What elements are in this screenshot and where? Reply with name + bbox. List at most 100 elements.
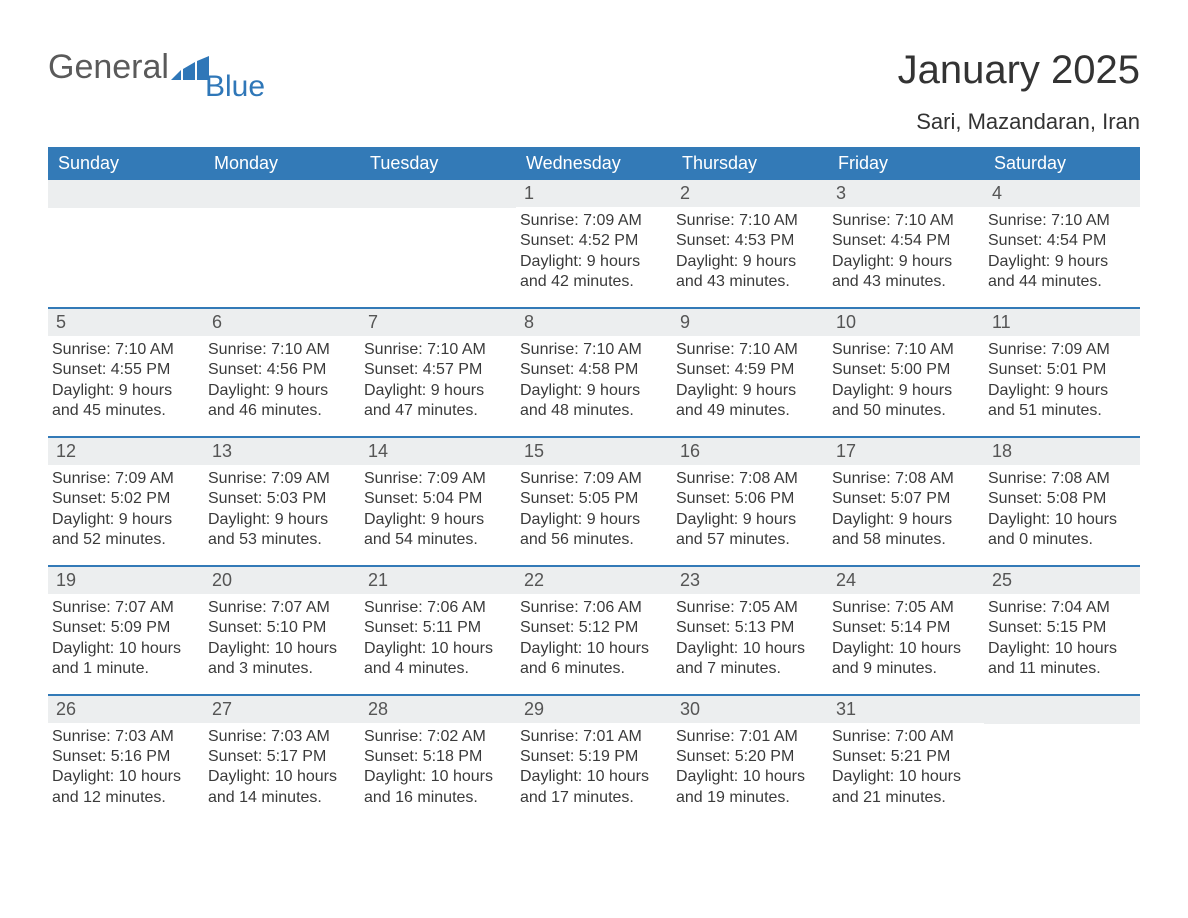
day-sunrise: Sunrise: 7:10 AM [208,340,356,360]
day-details: Sunrise: 7:10 AMSunset: 5:00 PMDaylight:… [828,336,984,422]
day-number: 23 [672,567,828,594]
logo: General Blue [48,48,269,87]
calendar-day: 20Sunrise: 7:07 AMSunset: 5:10 PMDayligh… [204,567,360,694]
day-dl2: and 57 minutes. [676,530,824,550]
day-sunset: Sunset: 4:54 PM [988,231,1136,251]
day-dl2: and 7 minutes. [676,659,824,679]
calendar-week: 5Sunrise: 7:10 AMSunset: 4:55 PMDaylight… [48,307,1140,436]
day-dl1: Daylight: 10 hours [520,639,668,659]
calendar-day: 18Sunrise: 7:08 AMSunset: 5:08 PMDayligh… [984,438,1140,565]
calendar-day: 16Sunrise: 7:08 AMSunset: 5:06 PMDayligh… [672,438,828,565]
day-number: 13 [204,438,360,465]
day-sunrise: Sunrise: 7:09 AM [988,340,1136,360]
calendar-day: 31Sunrise: 7:00 AMSunset: 5:21 PMDayligh… [828,696,984,823]
day-sunset: Sunset: 4:52 PM [520,231,668,251]
day-number: 31 [828,696,984,723]
day-sunrise: Sunrise: 7:10 AM [364,340,512,360]
day-dl2: and 11 minutes. [988,659,1136,679]
calendar-day: 17Sunrise: 7:08 AMSunset: 5:07 PMDayligh… [828,438,984,565]
day-sunrise: Sunrise: 7:03 AM [208,727,356,747]
day-sunset: Sunset: 5:05 PM [520,489,668,509]
calendar-day: 13Sunrise: 7:09 AMSunset: 5:03 PMDayligh… [204,438,360,565]
day-details: Sunrise: 7:02 AMSunset: 5:18 PMDaylight:… [360,723,516,809]
day-number: 28 [360,696,516,723]
day-dl2: and 14 minutes. [208,788,356,808]
day-number: 19 [48,567,204,594]
day-dl1: Daylight: 9 hours [832,381,980,401]
day-sunset: Sunset: 4:53 PM [676,231,824,251]
day-dl1: Daylight: 9 hours [520,252,668,272]
day-details: Sunrise: 7:09 AMSunset: 5:02 PMDaylight:… [48,465,204,551]
day-dl2: and 44 minutes. [988,272,1136,292]
day-details: Sunrise: 7:09 AMSunset: 5:03 PMDaylight:… [204,465,360,551]
calendar-day: 15Sunrise: 7:09 AMSunset: 5:05 PMDayligh… [516,438,672,565]
day-sunset: Sunset: 5:19 PM [520,747,668,767]
calendar-day: 28Sunrise: 7:02 AMSunset: 5:18 PMDayligh… [360,696,516,823]
calendar-grid: SundayMondayTuesdayWednesdayThursdayFrid… [48,147,1140,822]
calendar-day: 4Sunrise: 7:10 AMSunset: 4:54 PMDaylight… [984,180,1140,307]
day-dl2: and 1 minute. [52,659,200,679]
day-sunset: Sunset: 5:00 PM [832,360,980,380]
day-sunrise: Sunrise: 7:03 AM [52,727,200,747]
day-sunset: Sunset: 5:17 PM [208,747,356,767]
day-sunrise: Sunrise: 7:08 AM [988,469,1136,489]
day-dl2: and 9 minutes. [832,659,980,679]
day-sunrise: Sunrise: 7:04 AM [988,598,1136,618]
day-number: 15 [516,438,672,465]
day-number: 3 [828,180,984,207]
calendar-day: 11Sunrise: 7:09 AMSunset: 5:01 PMDayligh… [984,309,1140,436]
day-sunrise: Sunrise: 7:05 AM [832,598,980,618]
day-dl1: Daylight: 9 hours [676,381,824,401]
day-dl1: Daylight: 10 hours [52,639,200,659]
day-number: 22 [516,567,672,594]
day-number: 8 [516,309,672,336]
day-sunrise: Sunrise: 7:01 AM [676,727,824,747]
day-dl2: and 54 minutes. [364,530,512,550]
day-dl1: Daylight: 9 hours [52,510,200,530]
day-sunset: Sunset: 5:06 PM [676,489,824,509]
calendar-day-empty [360,180,516,307]
day-dl1: Daylight: 10 hours [988,510,1136,530]
day-dl2: and 53 minutes. [208,530,356,550]
calendar-day: 2Sunrise: 7:10 AMSunset: 4:53 PMDaylight… [672,180,828,307]
day-dl2: and 49 minutes. [676,401,824,421]
day-number: 16 [672,438,828,465]
day-dl2: and 6 minutes. [520,659,668,679]
day-sunset: Sunset: 5:01 PM [988,360,1136,380]
day-number: 6 [204,309,360,336]
dayname-header: Thursday [672,147,828,180]
day-sunrise: Sunrise: 7:05 AM [676,598,824,618]
day-dl2: and 51 minutes. [988,401,1136,421]
day-dl1: Daylight: 9 hours [364,510,512,530]
calendar-week: 26Sunrise: 7:03 AMSunset: 5:16 PMDayligh… [48,694,1140,823]
day-details: Sunrise: 7:08 AMSunset: 5:06 PMDaylight:… [672,465,828,551]
day-details: Sunrise: 7:04 AMSunset: 5:15 PMDaylight:… [984,594,1140,680]
empty-daynum-strip [204,180,360,208]
day-number: 17 [828,438,984,465]
day-number: 2 [672,180,828,207]
day-dl1: Daylight: 9 hours [208,510,356,530]
dayname-header: Friday [828,147,984,180]
day-sunset: Sunset: 4:58 PM [520,360,668,380]
day-details: Sunrise: 7:10 AMSunset: 4:59 PMDaylight:… [672,336,828,422]
day-sunrise: Sunrise: 7:06 AM [364,598,512,618]
day-sunset: Sunset: 4:55 PM [52,360,200,380]
day-dl1: Daylight: 9 hours [988,252,1136,272]
day-sunrise: Sunrise: 7:10 AM [52,340,200,360]
day-details: Sunrise: 7:10 AMSunset: 4:58 PMDaylight:… [516,336,672,422]
day-dl2: and 4 minutes. [364,659,512,679]
calendar-day: 6Sunrise: 7:10 AMSunset: 4:56 PMDaylight… [204,309,360,436]
day-sunset: Sunset: 4:59 PM [676,360,824,380]
header-row: General Blue January 2025 Sari, Mazandar… [48,48,1140,135]
day-dl2: and 45 minutes. [52,401,200,421]
day-details: Sunrise: 7:10 AMSunset: 4:54 PMDaylight:… [984,207,1140,293]
day-dl1: Daylight: 10 hours [52,767,200,787]
dayname-header: Wednesday [516,147,672,180]
day-dl1: Daylight: 9 hours [832,252,980,272]
day-sunset: Sunset: 5:03 PM [208,489,356,509]
day-sunrise: Sunrise: 7:01 AM [520,727,668,747]
day-sunset: Sunset: 5:18 PM [364,747,512,767]
day-dl2: and 43 minutes. [676,272,824,292]
day-dl2: and 19 minutes. [676,788,824,808]
calendar-day: 9Sunrise: 7:10 AMSunset: 4:59 PMDaylight… [672,309,828,436]
